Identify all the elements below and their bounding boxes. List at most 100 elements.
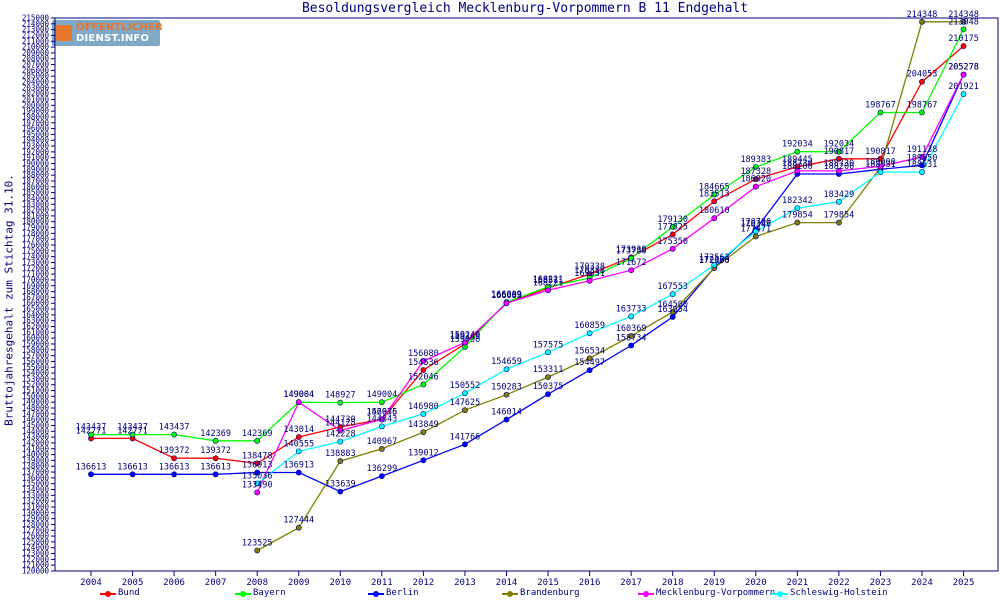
data-label: 143437 (76, 423, 107, 433)
data-label: 213048 (948, 17, 979, 27)
data-point (295, 399, 302, 406)
data-point (337, 399, 344, 406)
data-point (919, 18, 925, 25)
data-point (254, 437, 261, 444)
data-point (295, 469, 302, 476)
data-label: 142369 (242, 429, 273, 439)
x-tick-label: 2024 (911, 578, 933, 588)
data-label: 168221 (533, 275, 564, 285)
legend-label: Bund (118, 588, 140, 598)
data-label: 170338 (574, 266, 605, 276)
y-tick-label: 147000 (22, 409, 50, 418)
data-label: 180610 (699, 206, 730, 216)
series-3 (254, 18, 967, 554)
data-labels-1: 143437 143437 143437 142369 142369 149004 1489… (76, 17, 979, 438)
data-label: 152976 (366, 407, 397, 417)
y-tick-label: 173000 (22, 258, 50, 267)
y-tick-label: 204000 (22, 78, 50, 87)
y-tick-label: 157000 (22, 351, 50, 360)
data-label: 149004 (283, 390, 314, 400)
data-point (295, 434, 302, 440)
data-label: 157575 (533, 340, 564, 350)
data-point (212, 437, 219, 444)
y-tick-label: 133000 (22, 491, 50, 500)
x-tick-label: 2023 (870, 578, 892, 588)
data-point (254, 547, 261, 554)
data-label: 143437 (117, 423, 148, 433)
data-label: 163733 (616, 304, 647, 314)
data-label: 144843 (366, 414, 397, 424)
y-tick-label: 137000 (22, 468, 50, 477)
data-label: 154536 (408, 358, 439, 368)
data-label: 188200 (824, 162, 855, 172)
data-point (462, 339, 468, 346)
x-tick-label: 2013 (454, 578, 476, 588)
legend-marker-icon (373, 591, 379, 597)
series-0 (88, 43, 967, 467)
data-label: 142228 (325, 430, 356, 440)
data-labels-0: 142771 142771 139372 139372 138478 143014 1447… (76, 34, 979, 461)
y-tick-label: 136000 (22, 473, 50, 482)
y-tick-label: 122000 (22, 555, 50, 564)
data-label: 138478 (242, 451, 273, 461)
data-labels-3: 123525 127444 138883 140967 143849 147625 1502… (242, 10, 979, 549)
data-label: 190817 (824, 147, 855, 157)
y-tick-label: 129000 (22, 514, 50, 523)
data-point (628, 333, 635, 339)
data-label: 166009 (491, 291, 522, 301)
data-label: 139012 (408, 448, 439, 458)
y-tick-label: 193000 (22, 142, 50, 151)
series-4 (254, 71, 967, 496)
y-tick-label: 189000 (22, 165, 50, 174)
data-point (586, 277, 593, 284)
data-point (420, 358, 427, 364)
data-label: 168221 (533, 278, 564, 288)
data-point (212, 471, 219, 478)
data-label: 146014 (491, 408, 522, 418)
data-label: 198767 (907, 100, 938, 110)
y-tick-label: 186000 (22, 182, 50, 191)
data-label: 188730 (782, 159, 813, 169)
y-tick-label: 131000 (22, 502, 50, 511)
data-point (586, 367, 593, 374)
data-label: 177825 (657, 222, 688, 232)
data-label: 160369 (616, 324, 647, 334)
data-point (503, 300, 510, 307)
data-point (836, 168, 842, 174)
y-tick-label: 166000 (22, 299, 50, 308)
y-tick-label: 207000 (22, 60, 50, 69)
data-point (420, 429, 427, 436)
y-tick-label: 170000 (22, 275, 50, 284)
y-tick-label: 201000 (22, 95, 50, 104)
data-point (295, 448, 302, 455)
data-label: 184665 (699, 183, 730, 193)
data-point (752, 183, 759, 190)
data-point (171, 471, 177, 478)
data-labels-2: 136613 136613 136613 136613 136913 136913 1336… (76, 63, 979, 490)
data-point (88, 471, 94, 478)
data-label: 170338 (574, 262, 605, 272)
data-point (462, 441, 468, 448)
y-tick-label: 152000 (22, 380, 50, 389)
y-tick-label: 172000 (22, 264, 50, 273)
y-tick-label: 134000 (22, 485, 50, 494)
x-tick-label: 2011 (371, 578, 393, 588)
y-tick-label: 195000 (22, 130, 50, 139)
data-label: 133639 (325, 480, 356, 490)
data-point (794, 219, 801, 226)
x-tick-label: 2007 (205, 578, 227, 588)
data-label: 136913 (242, 461, 273, 471)
data-label: 171672 (616, 258, 647, 268)
y-tick-label: 155000 (22, 363, 50, 372)
y-tick-label: 158000 (22, 345, 50, 354)
data-label: 148927 (325, 391, 356, 401)
y-tick-label: 169000 (22, 281, 50, 290)
data-point (877, 109, 884, 116)
y-tick-label: 180000 (22, 217, 50, 226)
data-point (337, 438, 344, 445)
data-label: 169851 (574, 269, 605, 279)
legend-label: Brandenburg (520, 588, 580, 598)
legend-marker-icon (240, 591, 246, 597)
y-tick-label: 181000 (22, 211, 50, 220)
